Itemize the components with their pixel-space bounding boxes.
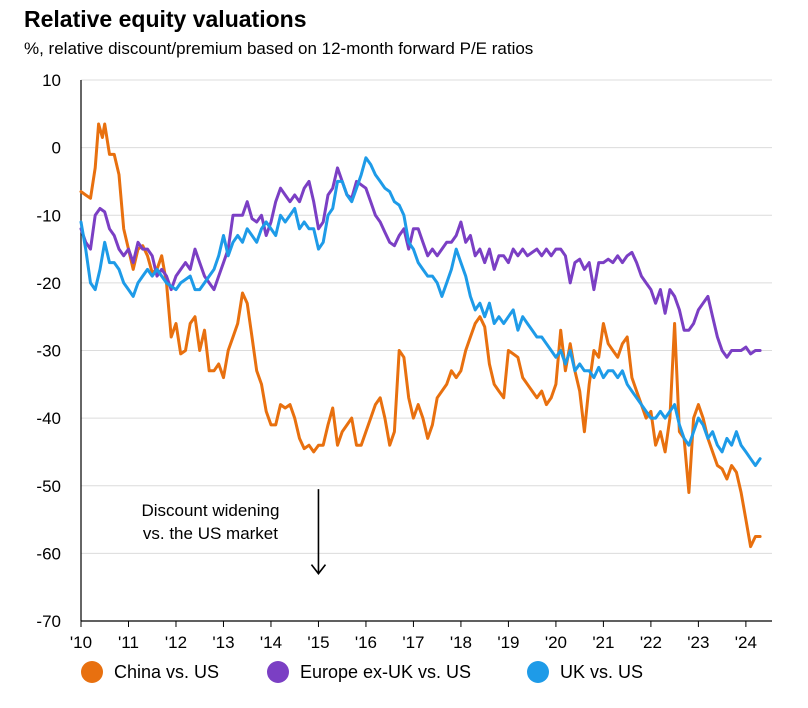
y-tick-label: -70 [36,612,61,631]
series-line-1 [79,122,762,549]
x-tick-label: '14 [260,633,282,652]
x-tick-label: '24 [735,633,757,652]
legend-label: China vs. US [114,662,219,682]
x-tick-label: '17 [402,633,424,652]
legend-swatch [81,661,103,683]
series-line-3 [79,156,762,467]
y-tick-label: 10 [42,71,61,90]
legend-label: UK vs. US [560,662,643,682]
x-tick-label: '10 [70,633,92,652]
x-tick-label: '12 [165,633,187,652]
x-tick-label: '22 [640,633,662,652]
x-tick-label: '19 [497,633,519,652]
y-tick-label: 0 [52,139,61,158]
legend: China vs. US Europe ex-UK vs. US UK vs. US [81,661,643,683]
x-tick-label: '11 [118,633,139,652]
annotation-arrow-head [310,564,327,575]
series-lines [79,122,762,549]
legend-swatch [267,661,289,683]
series-line-2 [79,166,762,359]
x-tick-label: '21 [592,633,614,652]
annotation: Discount widening vs. the US market [141,489,327,575]
legend-swatch [527,661,549,683]
legend-label: Europe ex-UK vs. US [300,662,471,682]
y-tick-label: -30 [36,342,61,361]
y-tick-label: -10 [36,206,61,225]
x-tick-label: '18 [450,633,472,652]
y-tick-labels: 10 0 -10 -20 -30 -40 -50 -60 -70 [36,71,61,631]
x-tick-label: '13 [212,633,234,652]
y-tick-label: -50 [36,477,61,496]
y-tick-label: -60 [36,544,61,563]
gridlines [81,79,772,554]
chart-title: Relative equity valuations [24,6,307,32]
x-tick-label: '20 [545,633,567,652]
y-tick-label: -20 [36,274,61,293]
x-tick-label: '15 [307,633,329,652]
annotation-text-line-2: vs. the US market [143,524,278,543]
annotation-text-line-1: Discount widening [141,501,279,520]
axes [80,80,772,627]
y-tick-label: -40 [36,409,61,428]
x-tick-label: '23 [687,633,709,652]
x-tick-labels: '10 '11 '12 '13 '14 '15 '16 '17 '18 '19 '20 '21 '22 '… [70,633,757,652]
chart-subtitle: %, relative discount/premium based on 12… [24,39,534,58]
x-tick-label: '16 [355,633,377,652]
